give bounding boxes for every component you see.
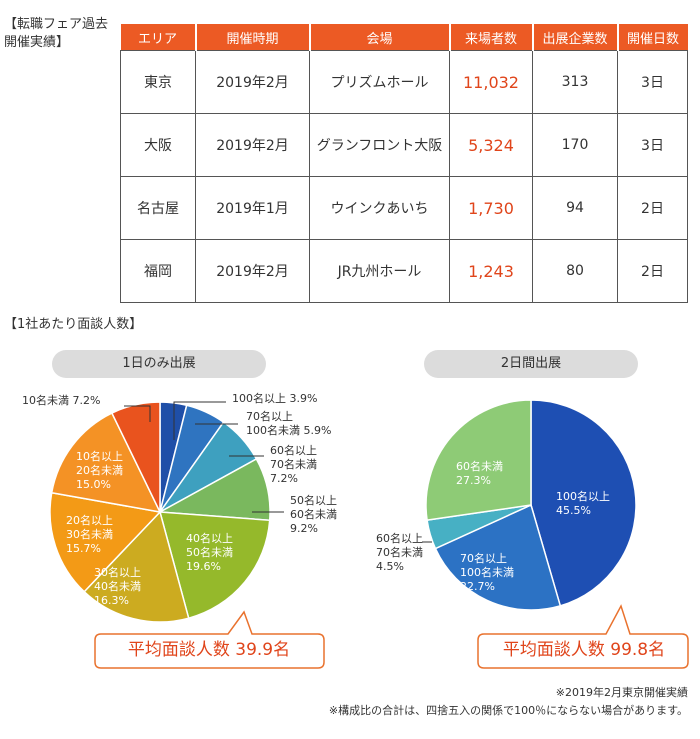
pie-slice — [434, 503, 562, 611]
footnote-period: ※2019年2月東京開催実績 — [555, 686, 688, 699]
table-row: 名古屋 2019年1月 ウインクあいち 1,730 94 2日 — [120, 176, 688, 240]
cell-area: 名古屋 — [120, 176, 196, 240]
cell-visitors: 11,032 — [449, 50, 533, 114]
column-header-venue: 会場 — [308, 24, 450, 51]
cell-date: 2019年2月 — [195, 113, 310, 177]
cell-days: 2日 — [617, 176, 688, 240]
slice-label: 50名以上 60名未満 9.2% — [290, 493, 337, 535]
cell-venue: JR九州ホール — [309, 239, 450, 303]
pie-title-one-day: 1日のみ出展 — [52, 350, 266, 378]
table-section-title: 【転職フェア過去開催実績】 — [4, 17, 109, 50]
cell-area: 東京 — [120, 50, 196, 114]
slice-label: 60名以上 70名未満 4.5% — [376, 531, 423, 573]
footnote-rounding: ※構成比の合計は、四捨五入の関係で100％にならない場合があります。 — [328, 704, 688, 717]
slice-label: 70名以上 100名未満 22.7% — [460, 551, 514, 593]
slice-label: 10名以上 20名未満 15.0% — [76, 449, 123, 491]
leader-line — [124, 405, 151, 422]
slice-label: 30名以上 40名未満 16.3% — [94, 565, 141, 607]
callout-bubble-two-day — [477, 604, 689, 669]
pie-slice — [425, 399, 532, 521]
cell-visitors: 1,730 — [449, 176, 533, 240]
table-row: 大阪 2019年2月 グランフロント大阪 5,324 170 3日 — [120, 113, 688, 177]
cell-area: 福岡 — [120, 239, 196, 303]
cell-date: 2019年1月 — [195, 176, 310, 240]
pie-slice — [50, 412, 162, 513]
slice-label: 70名以上 100名未満 5.9% — [246, 409, 331, 437]
cell-venue: グランフロント大阪 — [309, 113, 450, 177]
callout-bubble-one-day — [94, 610, 325, 669]
pie-chart-two-day: 100名以上 45.5% 70名以上 100名未満 22.7% 60名以上 70名未満 4.5… — [376, 399, 637, 611]
cell-venue: ウインクあいち — [309, 176, 450, 240]
leader-line — [173, 401, 226, 440]
pie-slice — [49, 491, 162, 593]
slice-label: 100名以上 45.5% — [556, 489, 610, 517]
pie-chart-one-day: 100名以上 3.9% 70名以上 100名未満 5.9% 60名以上 70名未満 7.2… — [22, 391, 337, 623]
column-header-days: 開催日数 — [616, 24, 688, 51]
column-header-visitors: 来場者数 — [448, 24, 533, 51]
cell-visitors: 5,324 — [449, 113, 533, 177]
column-header-date: 開催時期 — [194, 24, 310, 51]
pie-slice — [83, 510, 190, 623]
average-interviews-one-day: 平均面談人数 39.9名 — [127, 640, 291, 660]
cell-date: 2019年2月 — [195, 50, 310, 114]
cell-exhibitors: 80 — [532, 239, 618, 303]
table-row: 福岡 2019年2月 JR九州ホール 1,243 80 2日 — [120, 239, 688, 303]
pie-slice — [110, 401, 161, 513]
slice-label: 10名未満 7.2% — [22, 393, 100, 407]
average-interviews-two-day: 平均面談人数 99.8名 — [502, 640, 666, 660]
pie-slice — [530, 399, 637, 607]
cell-exhibitors: 170 — [532, 113, 618, 177]
slice-label: 60名以上 70名未満 7.2% — [270, 443, 317, 485]
slice-label: 20名以上 30名未満 15.7% — [66, 513, 113, 555]
slice-label: 40名以上 50名未満 19.6% — [186, 531, 233, 573]
pie-title-two-day: 2日間出展 — [424, 350, 638, 378]
fair-results-table: エリア 開催時期 会場 来場者数 出展企業数 開催日数 東京 2019年2月 プ… — [120, 24, 688, 303]
slice-label: 100名以上 3.9% — [232, 391, 317, 405]
cell-days: 3日 — [617, 50, 688, 114]
cell-days: 3日 — [617, 113, 688, 177]
table-header-row: エリア 開催時期 会場 来場者数 出展企業数 開催日数 — [120, 24, 688, 51]
pie-section-title: 【1社あたり面談人数】 — [4, 317, 143, 332]
cell-venue: プリズムホール — [309, 50, 450, 114]
pie-slice — [158, 511, 271, 620]
cell-date: 2019年2月 — [195, 239, 310, 303]
table-row: 東京 2019年2月 プリズムホール 11,032 313 3日 — [120, 50, 688, 114]
slice-label: 60名未満 27.3% — [456, 459, 503, 487]
column-header-area: エリア — [120, 24, 196, 51]
cell-days: 2日 — [617, 239, 688, 303]
column-header-exhibitors: 出展企業数 — [531, 24, 618, 51]
